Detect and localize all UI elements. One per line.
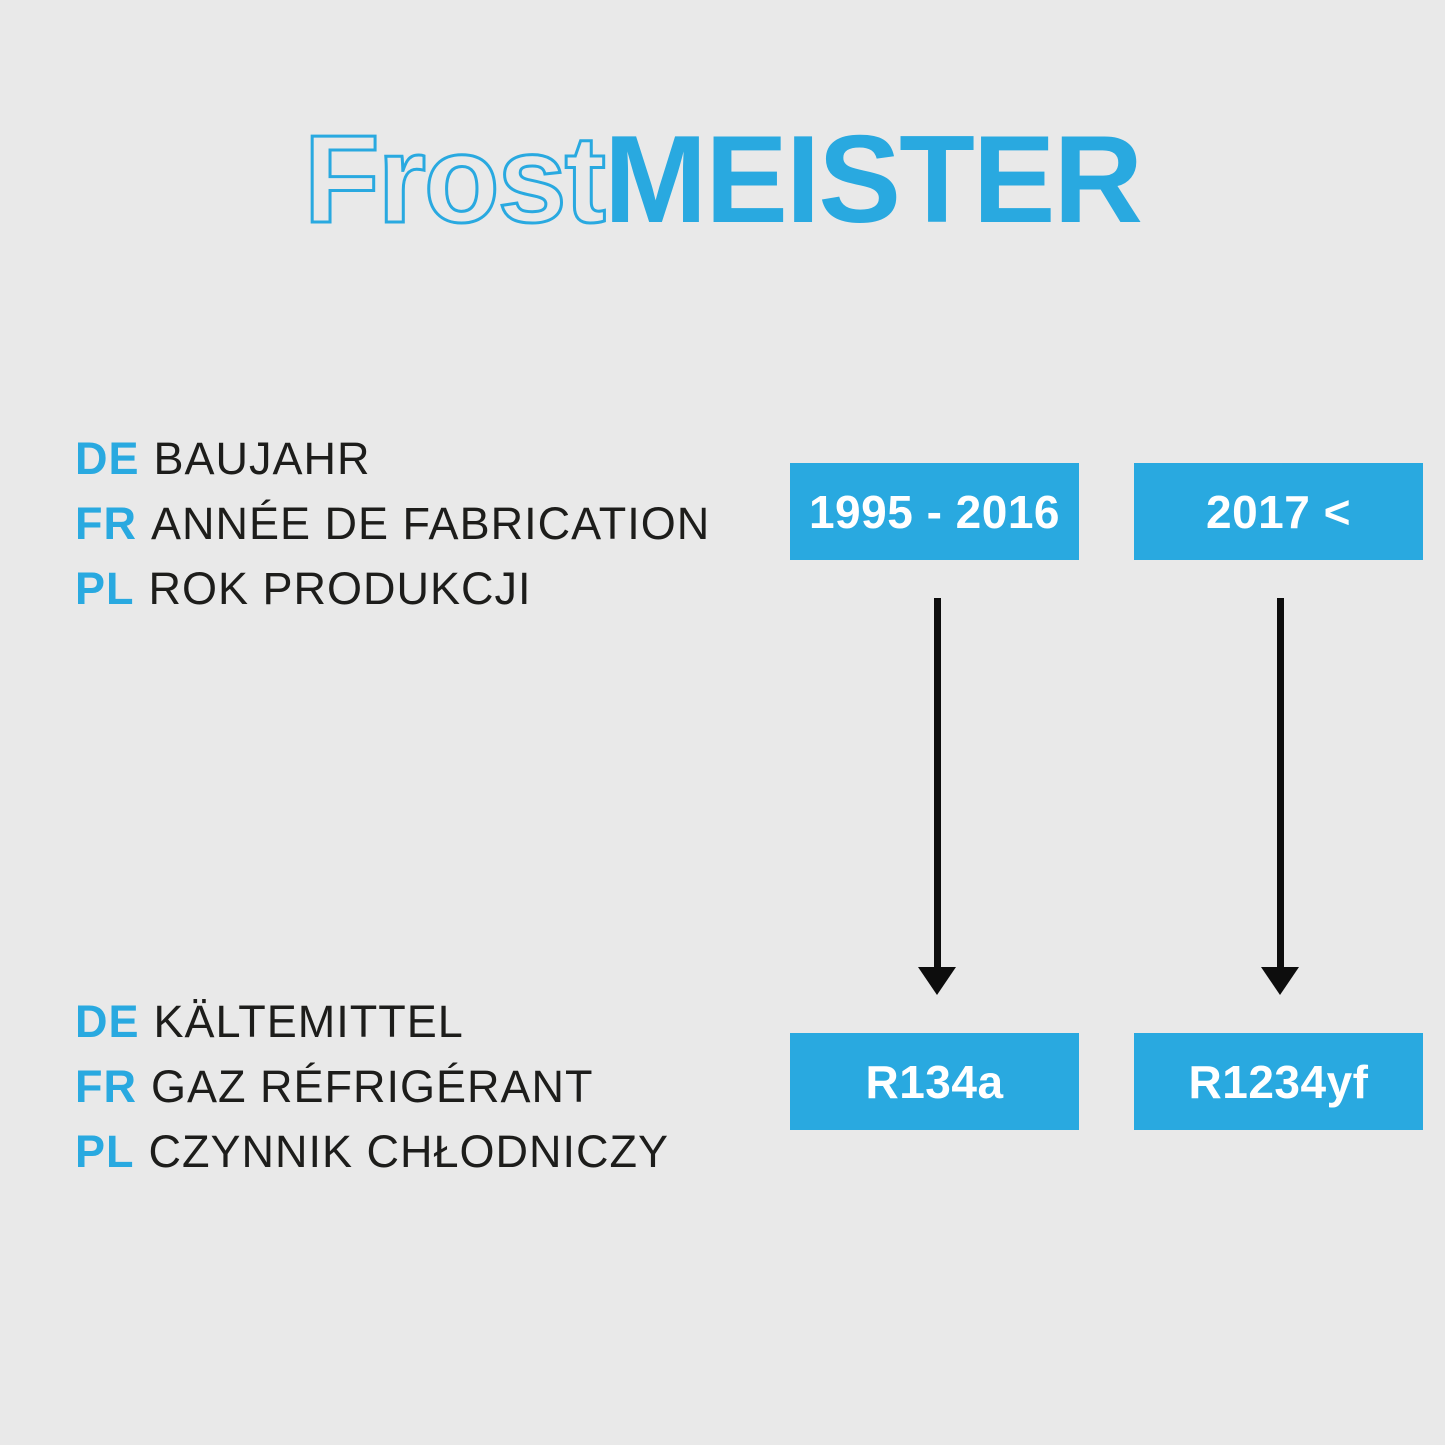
year-labels-block: DE BAUJAHR FR ANNÉE DE FABRICATION PL ROK P… — [75, 426, 710, 621]
label-text-baujahr: BAUJAHR — [153, 433, 371, 484]
logo-solid-part: MEISTER — [603, 111, 1143, 249]
lang-prefix-fr: FR — [75, 1061, 137, 1112]
arrow-line — [1276, 598, 1284, 970]
label-text-annee: ANNÉE DE FABRICATION — [151, 498, 711, 549]
frostmeister-logo: FrostMEISTER — [0, 117, 1445, 244]
arrow-line — [933, 598, 941, 970]
down-arrow-left — [918, 598, 956, 995]
lang-prefix-de: DE — [75, 433, 140, 484]
lang-prefix-pl: PL — [75, 1126, 135, 1177]
label-text-kaeltemittel: KÄLTEMITTEL — [153, 996, 464, 1047]
lang-prefix-fr: FR — [75, 498, 137, 549]
label-text-gaz: GAZ RÉFRIGÉRANT — [151, 1061, 594, 1112]
arrow-head-icon — [1261, 967, 1299, 995]
refrigerant-box-r134a: R134a — [790, 1033, 1079, 1130]
label-text-czynnik: CZYNNIK CHŁODNICZY — [148, 1126, 670, 1177]
refrigerant-box-r1234yf: R1234yf — [1134, 1033, 1423, 1130]
arrow-head-icon — [918, 967, 956, 995]
label-row-fr-gaz: FR GAZ RÉFRIGÉRANT — [75, 1054, 669, 1119]
logo-outline-part: Frost — [302, 111, 607, 249]
lang-prefix-pl: PL — [75, 563, 135, 614]
label-row-pl-czynnik: PL CZYNNIK CHŁODNICZY — [75, 1119, 669, 1184]
label-row-de-kaeltemittel: DE KÄLTEMITTEL — [75, 989, 669, 1054]
refrigerant-labels-block: DE KÄLTEMITTEL FR GAZ RÉFRIGÉRANT PL CZYNNI… — [75, 989, 669, 1184]
lang-prefix-de: DE — [75, 996, 140, 1047]
label-text-rok: ROK PRODUKCJI — [148, 563, 532, 614]
label-row-fr-annee: FR ANNÉE DE FABRICATION — [75, 491, 710, 556]
year-box-1995-2016: 1995 - 2016 — [790, 463, 1079, 560]
down-arrow-right — [1261, 598, 1299, 995]
label-row-de-baujahr: DE BAUJAHR — [75, 426, 710, 491]
label-row-pl-rok: PL ROK PRODUKCJI — [75, 556, 710, 621]
year-box-2017-plus: 2017 < — [1134, 463, 1423, 560]
